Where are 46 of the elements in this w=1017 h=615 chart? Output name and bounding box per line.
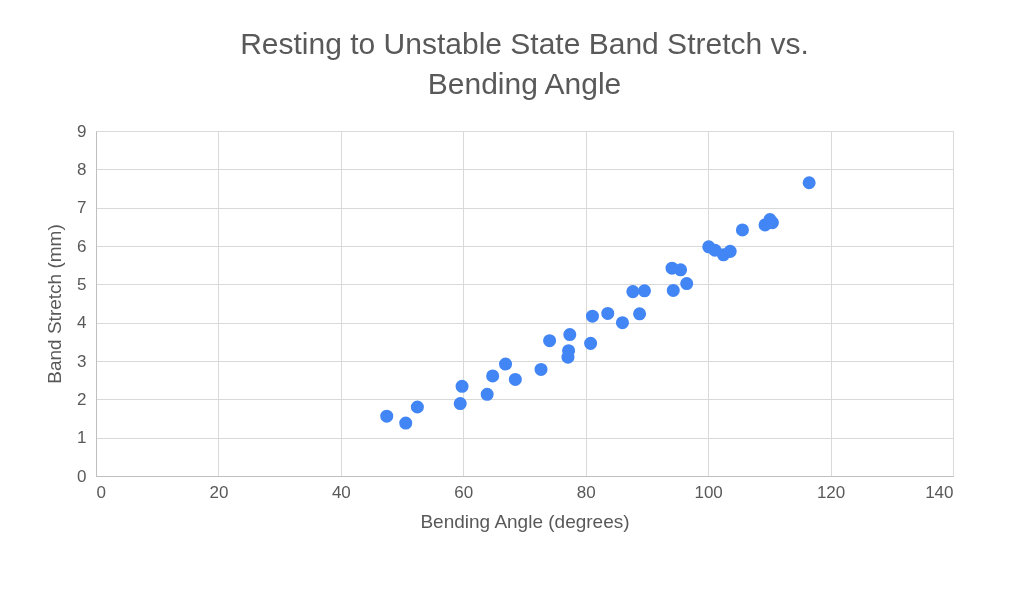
point [680, 277, 694, 291]
y-tick-label: 8 [77, 159, 87, 179]
point [735, 223, 749, 237]
point [380, 409, 394, 423]
point [410, 400, 424, 414]
x-tick-label: 60 [454, 482, 474, 502]
x-tick-label: 0 [96, 482, 106, 502]
point [543, 334, 557, 348]
point [534, 362, 548, 376]
point [601, 306, 615, 320]
point [508, 372, 522, 386]
x-tick-label: 20 [209, 482, 229, 502]
point [486, 369, 500, 383]
point [499, 357, 513, 371]
point [802, 176, 816, 190]
chart-title: Resting to Unstable State Band Stretch vs. Bending Angle [240, 27, 809, 100]
point [666, 283, 680, 297]
y-tick-label: 3 [77, 351, 87, 371]
point [637, 284, 651, 298]
point [674, 263, 688, 277]
point [399, 416, 413, 430]
y-tick-label: 2 [77, 389, 87, 409]
y-tick-label: 9 [77, 121, 87, 141]
y-tick-label: 4 [77, 313, 87, 333]
y-tick-label: 5 [77, 274, 87, 294]
point [633, 307, 647, 321]
point [480, 387, 494, 401]
x-tick-label: 80 [576, 482, 596, 502]
point [585, 309, 599, 323]
point [626, 285, 640, 299]
x-axis-title: Bending Angle (degrees) [420, 510, 630, 532]
point [615, 316, 629, 330]
point [453, 397, 467, 411]
y-axis-title: Band Stretch (mm) [44, 224, 66, 384]
x-tick-label: 120 [816, 482, 846, 502]
x-tick-label: 100 [694, 482, 723, 502]
y-tick-label: 7 [77, 198, 87, 218]
y-tick-label: 1 [77, 428, 87, 448]
point [563, 328, 577, 342]
point [584, 336, 598, 350]
point [723, 244, 737, 258]
x-tick-label: 40 [331, 482, 351, 502]
y-tick-label: 6 [77, 236, 87, 256]
x-tick-label: 140 [925, 482, 954, 502]
point [455, 379, 469, 393]
y-tick-label: 0 [77, 466, 87, 486]
